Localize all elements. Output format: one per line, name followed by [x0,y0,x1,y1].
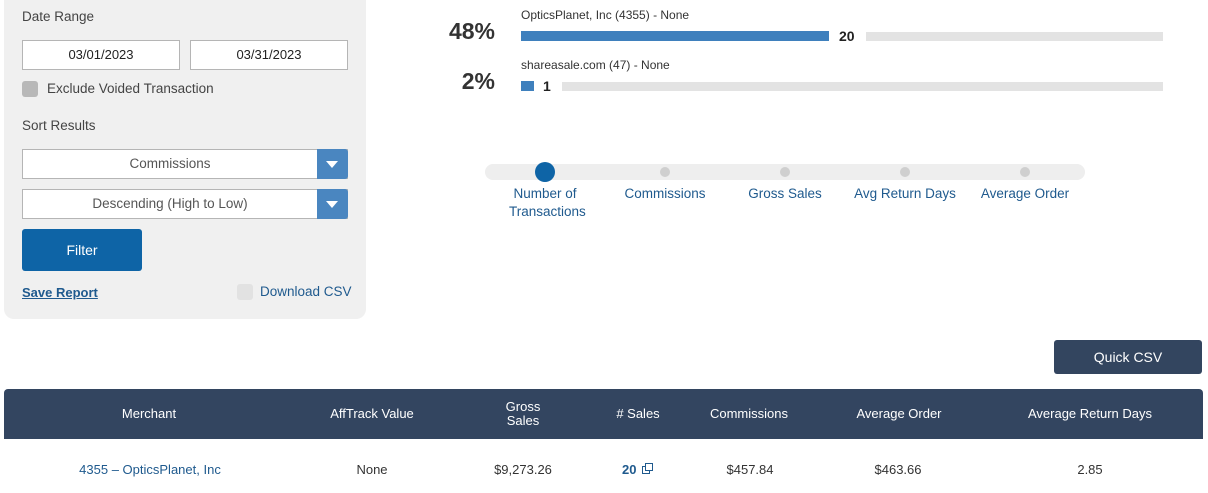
bar-percent-1: 48% [448,18,495,44]
slider-label-gross-sales[interactable]: Gross Sales [748,186,822,201]
bar-track-1 [866,32,1163,41]
bar-track-2 [562,82,1163,91]
bar-fill-1 [521,31,829,41]
metric-slider-handle[interactable] [535,162,555,182]
bar-title-2: shareasale.com (47) - None [521,58,670,72]
gross-sales-cell: $9,273.26 [494,462,552,477]
merchant-link[interactable]: 4355 – OpticsPlanet, Inc [79,462,221,477]
afftrack-value-cell: None [356,462,388,477]
column-header-gross-sales[interactable]: Gross Sales [505,399,541,428]
slider-stop-gross-sales[interactable] [780,167,790,177]
slider-stop-commissions[interactable] [660,167,670,177]
chevron-down-icon[interactable] [317,189,348,219]
filter-button[interactable]: Filter [22,229,142,271]
start-date-input[interactable]: 03/01/2023 [22,40,180,70]
column-header-sales-count[interactable]: # Sales [616,406,660,421]
bar-value-1: 20 [839,28,855,44]
average-order-cell: $463.66 [874,462,922,477]
bar-title-1: OpticsPlanet, Inc (4355) - None [521,8,690,22]
external-link-icon[interactable] [642,463,654,474]
sales-count-cell[interactable]: 20 [612,462,660,480]
quick-csv-button[interactable]: Quick CSV [1054,340,1202,374]
slider-label-avg-return-days[interactable]: Avg Return Days [854,186,956,201]
sort-field-select[interactable]: Commissions [22,149,348,179]
download-csv-checkbox[interactable] [237,284,253,300]
column-header-afftrack-value[interactable]: AffTrack Value [330,406,414,421]
end-date-input[interactable]: 03/31/2023 [190,40,348,70]
slider-label-commissions[interactable]: Commissions [624,186,706,201]
sort-order-value: Descending (High to Low) [92,196,248,211]
column-header-average-return-days[interactable]: Average Return Days [1027,406,1153,421]
column-header-commissions[interactable]: Commissions [709,406,788,421]
slider-stop-avg-return-days[interactable] [900,167,910,177]
chevron-down-icon[interactable] [317,149,348,179]
slider-label-average-order[interactable]: Average Order [980,186,1070,201]
slider-stop-average-order[interactable] [1020,167,1030,177]
average-return-days-cell: 2.85 [1077,462,1103,477]
bar-percent-2: 2% [461,68,495,94]
slider-label-number-of-transactions[interactable]: Number of Transactions [509,186,586,219]
exclude-voided-checkbox[interactable] [22,81,38,97]
exclude-voided-label: Exclude Voided Transaction [47,81,214,96]
save-report-link[interactable]: Save Report [22,285,98,300]
column-header-merchant[interactable]: Merchant [121,406,177,421]
sort-order-select[interactable]: Descending (High to Low) [22,189,348,219]
sales-count-link[interactable]: 20 [622,462,637,477]
sort-results-label: Sort Results [22,118,96,133]
download-csv-label[interactable]: Download CSV [260,284,352,299]
column-header-average-order[interactable]: Average Order [856,406,942,421]
sort-field-value: Commissions [129,156,211,171]
table-header: Merchant AffTrack Value Gross Sales # Sa… [4,389,1203,439]
bar-fill-2 [521,81,534,91]
bar-value-2: 1 [543,78,551,94]
date-range-label: Date Range [22,9,95,24]
commissions-cell: $457.84 [726,462,774,477]
